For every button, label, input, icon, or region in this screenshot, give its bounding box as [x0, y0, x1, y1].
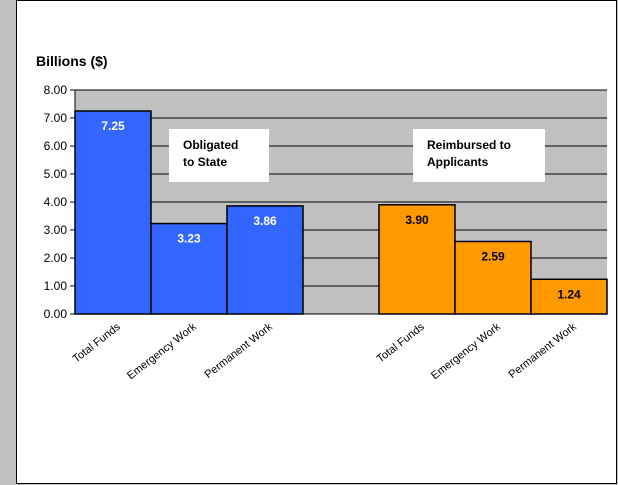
y-tick-label: 7.00 — [44, 111, 68, 125]
y-tick-label: 5.00 — [44, 167, 68, 181]
group-labels: Obligated to State Reimbursed to Applicants — [169, 129, 545, 182]
y-tick-label: 6.00 — [44, 139, 68, 153]
bar-value-label: 2.59 — [481, 249, 505, 263]
y-axis-title: Billions ($) — [36, 53, 108, 69]
group-label-box — [169, 129, 269, 182]
y-tick-label: 4.00 — [44, 195, 68, 209]
bar — [530, 278, 608, 315]
group-label-line: Obligated — [183, 138, 238, 152]
bar-value-label: 1.24 — [557, 287, 581, 301]
group-label-box — [413, 129, 545, 182]
x-tick-label: Permanent Work — [507, 321, 580, 381]
y-tick-label: 8.00 — [44, 83, 68, 97]
x-tick-label: Permanent Work — [203, 321, 276, 381]
bar-value-label: 3.90 — [405, 213, 429, 227]
bar-value-label: 3.23 — [177, 232, 201, 246]
bar — [454, 240, 532, 315]
x-tick-label: Total Funds — [375, 321, 428, 366]
x-tick-label: Total Funds — [71, 321, 124, 366]
chart-page: Billions ($) 0.00 1.00 2.00 3.00 4.00 5.00 6.0… — [16, 0, 617, 484]
x-tick-label: Emergency Work — [429, 321, 503, 383]
y-tick-label: 3.00 — [44, 223, 68, 237]
bars: 7.25 3.23 3.86 3.90 2.59 1.24 — [74, 110, 608, 315]
group-label-line: to State — [183, 155, 227, 169]
group-label-line: Reimbursed to — [427, 138, 511, 152]
x-axis-labels: Total Funds Emergency Work Permanent Work T… — [71, 321, 580, 383]
y-axis: 0.00 1.00 2.00 3.00 4.00 5.00 6.00 7.00 8.00 — [44, 83, 607, 321]
bar-value-label: 7.25 — [101, 119, 125, 133]
bar-chart: Billions ($) 0.00 1.00 2.00 3.00 4.00 5.00 6.0… — [36, 53, 608, 383]
bar — [378, 204, 456, 315]
y-tick-label: 1.00 — [44, 279, 68, 293]
bar — [226, 205, 304, 315]
x-tick-label: Emergency Work — [125, 321, 199, 383]
y-tick-label: 2.00 — [44, 251, 68, 265]
bar — [74, 110, 152, 315]
group-label-line: Applicants — [427, 155, 489, 169]
y-tick-label: 0.00 — [44, 307, 68, 321]
bar — [150, 222, 228, 315]
bar-value-label: 3.86 — [253, 214, 277, 228]
